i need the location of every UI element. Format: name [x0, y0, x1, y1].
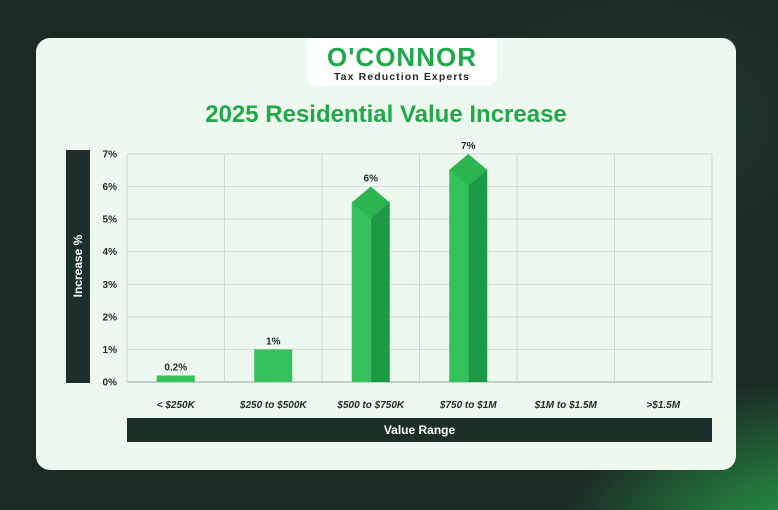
x-axis-label: Value Range	[127, 418, 712, 442]
bar	[351, 186, 390, 382]
chart-title: 2025 Residential Value Increase	[205, 101, 567, 128]
y-tick-label: 6%	[103, 182, 118, 193]
x-tick-label: $500 to $750K	[336, 400, 404, 411]
bar-face-left	[351, 186, 371, 382]
bar-cap	[449, 154, 488, 186]
y-tick-label: 1%	[103, 345, 118, 356]
x-tick-label: $1M to $1.5M	[534, 400, 598, 411]
logo-tagline: Tax Reduction Experts	[333, 71, 471, 83]
logo: O'CONNOR Tax Reduction Experts	[307, 38, 497, 86]
data-label: 1%	[266, 336, 281, 347]
bar	[156, 375, 195, 382]
y-axis-label-box	[66, 150, 90, 383]
y-tick-label: 4%	[103, 247, 118, 258]
y-tick-label: 2%	[103, 312, 118, 323]
bar-cap	[351, 186, 390, 219]
bar-face-right	[468, 154, 488, 382]
x-tick-label: < $250K	[157, 400, 196, 411]
x-tick-label: $750 to $1M	[439, 400, 497, 411]
x-tick-label: >$1.5M	[646, 400, 680, 411]
y-tick-label: 0%	[103, 378, 118, 389]
logo-brand: O'CONNOR	[327, 42, 477, 72]
y-tick-label: 7%	[103, 150, 118, 161]
y-tick-label: 5%	[103, 215, 118, 226]
bar	[449, 154, 488, 382]
bar	[254, 349, 293, 382]
bar-face-left	[449, 154, 469, 382]
y-tick-label: 3%	[103, 280, 118, 291]
data-label: 6%	[364, 174, 379, 185]
bar-face-right	[370, 186, 390, 382]
data-label: 0.2%	[164, 362, 187, 373]
x-tick-label: $250 to $500K	[239, 400, 307, 411]
data-label: 7%	[461, 141, 476, 152]
